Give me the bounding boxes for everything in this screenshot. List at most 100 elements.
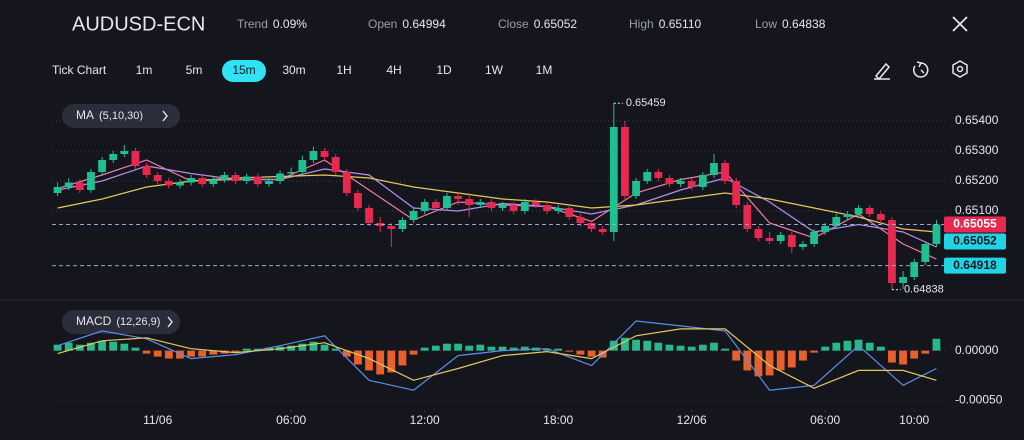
histogram-bar <box>643 340 652 351</box>
svg-text:MA(5,10,30): MA (5,10,30) <box>76 108 143 122</box>
annotation-label: 0.65459 <box>626 97 666 109</box>
candle-body <box>687 181 696 187</box>
histogram-bar <box>632 339 640 351</box>
close-button[interactable] <box>952 16 968 32</box>
histogram-bar <box>487 346 496 351</box>
histogram-bar <box>876 346 885 351</box>
tick-chart-tab[interactable]: Tick Chart <box>52 63 107 77</box>
timeframe[interactable]: 30m <box>282 63 305 77</box>
histogram-bar <box>398 350 407 366</box>
y-tick-label: 0.65200 <box>955 173 999 187</box>
candle-body <box>309 151 318 160</box>
stats: Trend 0.09% Open 0.64994 Close 0.65052 High 0.6… <box>237 17 826 31</box>
candle-body <box>754 229 763 238</box>
candle-body <box>476 202 485 205</box>
timeframe[interactable]: 15m <box>232 63 255 77</box>
candle-body <box>209 179 218 184</box>
macd-legend[interactable]: MACD (12,26,9) <box>62 310 180 334</box>
timeframe[interactable]: 1D <box>436 63 452 77</box>
timeframe[interactable]: 4H <box>386 63 401 77</box>
candle-body <box>231 175 240 181</box>
histogram-bar <box>309 341 318 351</box>
candle-body <box>743 205 752 229</box>
histogram-bar <box>109 341 118 351</box>
histogram-bar <box>921 350 930 354</box>
indicator-line <box>57 320 937 391</box>
indicator-line <box>57 328 937 389</box>
candle-body <box>198 178 207 184</box>
histogram-bar <box>565 350 574 352</box>
candle-body <box>187 178 195 183</box>
candle-body <box>799 244 807 247</box>
macd-params: (12,26,9) <box>116 316 160 328</box>
candle-body <box>821 226 830 232</box>
price-tag <box>944 233 1006 250</box>
candle-body <box>498 205 507 208</box>
y-tick-label: 0.65100 <box>955 203 999 217</box>
x-tick-label: 18:00 <box>543 413 573 427</box>
histogram-bar <box>810 350 818 353</box>
candle-body <box>632 181 640 196</box>
stat-label: Close <box>498 17 529 31</box>
histogram-bar <box>465 345 474 351</box>
histogram-bar <box>209 350 218 355</box>
candle-body <box>832 217 841 226</box>
histogram-bar <box>142 350 151 354</box>
settings-icon[interactable] <box>952 60 968 78</box>
candle-body <box>910 262 919 277</box>
histogram-bar <box>821 346 830 351</box>
draw-tool-icon[interactable] <box>874 62 891 81</box>
histogram-bar <box>721 348 729 351</box>
histogram-bar <box>131 347 140 351</box>
stat: Low 0.64838 <box>755 17 826 31</box>
candle-body <box>710 163 718 175</box>
timeframe[interactable]: 1M <box>536 63 553 77</box>
candle-body <box>787 235 796 247</box>
timeframe[interactable]: 5m <box>186 63 203 77</box>
candle-body <box>765 238 774 241</box>
candle-body <box>431 202 440 208</box>
candle-body <box>532 202 540 205</box>
candle-body <box>554 208 563 211</box>
histogram-bar <box>454 343 462 351</box>
candle-body <box>443 196 451 208</box>
candle-body <box>810 232 818 244</box>
histogram-bar <box>520 346 529 351</box>
candle-body <box>888 220 896 283</box>
histogram-bar <box>498 346 507 351</box>
histogram-bar <box>365 350 373 371</box>
price-tag-label: 0.65052 <box>953 234 997 248</box>
candle-body <box>176 182 184 186</box>
histogram-bar <box>754 350 763 377</box>
histogram-bar <box>899 350 907 365</box>
histogram-bar <box>242 348 251 351</box>
stat-value: 0.65052 <box>534 17 578 31</box>
stat-label: Trend <box>237 17 268 31</box>
candle-body <box>153 175 162 181</box>
candle-body <box>609 127 618 232</box>
x-tick-label: 10:00 <box>899 413 929 427</box>
histogram-bar <box>443 343 451 351</box>
candle-body <box>131 151 140 166</box>
histogram-bar <box>832 342 841 351</box>
histogram-bar <box>120 343 129 351</box>
candle-body <box>899 277 907 283</box>
ma-legend[interactable]: MA (5,10,30) <box>62 104 180 128</box>
histogram-bar <box>298 343 307 351</box>
timeframe[interactable]: 1m <box>136 63 153 77</box>
histogram-bar <box>543 348 551 351</box>
stat-label: High <box>629 17 654 31</box>
candle-body <box>320 151 329 157</box>
histogram-bar <box>888 350 896 363</box>
timeframe[interactable]: 1W <box>485 63 504 77</box>
candle-body <box>298 160 307 172</box>
candle-body <box>120 151 129 154</box>
reset-icon[interactable] <box>913 61 929 78</box>
timeframe[interactable]: 1H <box>336 63 351 77</box>
candle-body <box>465 199 474 205</box>
histogram-bar <box>676 345 685 351</box>
histogram-bar <box>376 350 385 375</box>
